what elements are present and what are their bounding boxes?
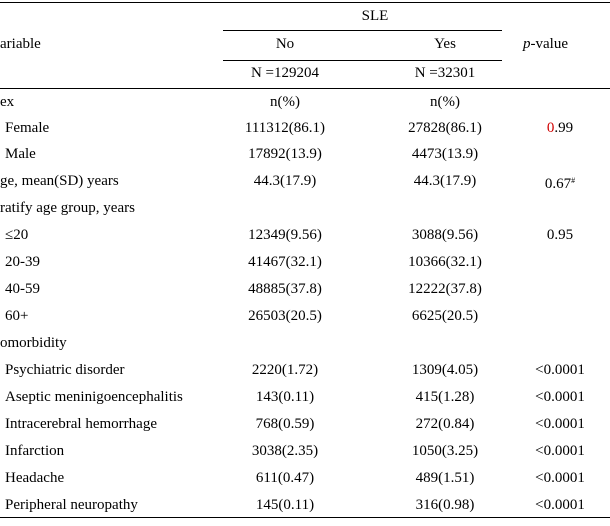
cell-yes: 3088(9.56) xyxy=(411,227,479,243)
cell-yes: 1050(3.25) xyxy=(411,443,479,459)
cell-no: 44.3(17.9) xyxy=(253,173,317,189)
row-label: Aseptic meninigoencephalitis xyxy=(5,389,183,405)
cell-no: 611(0.47) xyxy=(255,470,315,486)
cell-no: 48885(37.8) xyxy=(248,281,322,297)
row-label: Intracerebral hemorrhage xyxy=(5,416,157,432)
cell-yes: 6625(20.5) xyxy=(411,308,479,324)
cell-no: 17892(13.9) xyxy=(248,146,322,162)
cell-pvalue: <0.0001 xyxy=(512,496,608,514)
cell-yes: 316(0.98) xyxy=(415,497,475,513)
row-label: ≤20 xyxy=(5,227,29,243)
header-sle: SLE xyxy=(361,8,389,24)
cell-yes: 272(0.84) xyxy=(415,416,475,432)
cell-no: 3038(2.35) xyxy=(251,443,319,459)
row-label: omorbidity xyxy=(0,335,67,351)
cell-no: n(%) xyxy=(270,94,300,110)
row-label: 40-59 xyxy=(5,281,40,297)
cell-no: 2220(1.72) xyxy=(251,362,319,378)
cell-yes: 415(1.28) xyxy=(415,389,475,405)
pvalue-highlight: 0 xyxy=(546,120,555,136)
top-rule xyxy=(0,2,610,3)
header-bottom-rule xyxy=(0,88,610,89)
cell-pvalue: <0.0001 xyxy=(512,388,608,406)
cell-yes: n(%) xyxy=(430,94,460,110)
pvalue-text: <0.0001 xyxy=(535,416,585,432)
cell-no: 768(0.59) xyxy=(255,416,315,432)
cell-pvalue: <0.0001 xyxy=(512,361,608,379)
pvalue-text: .99 xyxy=(554,120,574,136)
row-label: ge, mean(SD) years xyxy=(0,173,119,189)
pvalue-text: <0.0001 xyxy=(535,443,585,459)
header-pvalue: p-value xyxy=(523,36,568,52)
cell-yes: 27828(86.1) xyxy=(408,120,482,136)
row-label: ex xyxy=(0,94,15,110)
cell-yes: 12222(37.8) xyxy=(408,281,482,297)
pvalue-text: <0.0001 xyxy=(535,389,585,405)
row-label: Psychiatric disorder xyxy=(5,362,125,378)
cell-yes: 4473(13.9) xyxy=(411,146,479,162)
cell-no: 111312(86.1) xyxy=(244,120,326,136)
row-label: Peripheral neuropathy xyxy=(5,497,138,513)
cell-no: 145(0.11) xyxy=(255,497,315,513)
header-n-no: N =129204 xyxy=(250,65,320,81)
pvalue-text: 0.67 xyxy=(544,176,572,192)
row-label: Female xyxy=(5,120,50,136)
cell-pvalue: 0.95 xyxy=(512,226,608,244)
pvalue-text: <0.0001 xyxy=(535,497,585,513)
cell-no: 12349(9.56) xyxy=(248,227,322,243)
cell-yes: 489(1.51) xyxy=(415,470,475,486)
cell-yes: 44.3(17.9) xyxy=(413,173,477,189)
pvalue-text: 0.95 xyxy=(546,227,574,243)
cell-pvalue: 0.67# xyxy=(512,172,608,193)
row-label: 20-39 xyxy=(5,254,40,270)
cell-yes: 1309(4.05) xyxy=(411,362,479,378)
header-n-yes: N =32301 xyxy=(414,65,476,81)
cell-no: 41467(32.1) xyxy=(248,254,322,270)
row-label: Headache xyxy=(5,470,65,486)
row-label: ratify age group, years xyxy=(0,200,135,216)
header-yes: Yes xyxy=(434,36,456,52)
cell-no: 143(0.11) xyxy=(255,389,315,405)
pvalue-text: <0.0001 xyxy=(535,362,585,378)
n-rule xyxy=(223,60,502,61)
bottom-rule xyxy=(0,517,610,518)
sle-underline xyxy=(223,30,502,31)
pvalue-text: <0.0001 xyxy=(535,470,585,486)
row-label: 60+ xyxy=(5,308,29,324)
header-no: No xyxy=(275,36,295,52)
cell-no: 26503(20.5) xyxy=(248,308,322,324)
cell-pvalue: 0.99 xyxy=(512,119,608,137)
header-variable: ariable xyxy=(0,36,41,52)
row-label: Male xyxy=(5,146,36,162)
pvalue-footnote-mark: # xyxy=(571,176,576,185)
cell-pvalue: <0.0001 xyxy=(512,469,608,487)
cell-pvalue: <0.0001 xyxy=(512,415,608,433)
cell-yes: 10366(32.1) xyxy=(408,254,482,270)
cell-pvalue: <0.0001 xyxy=(512,442,608,460)
row-label: Infarction xyxy=(5,443,65,459)
